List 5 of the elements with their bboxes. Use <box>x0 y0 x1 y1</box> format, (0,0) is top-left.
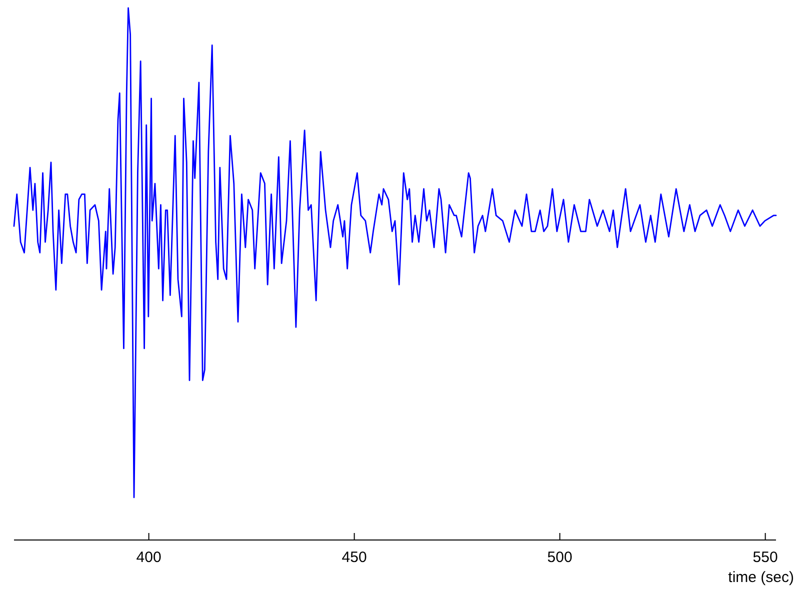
x-tick-label: 450 <box>342 549 367 566</box>
x-tick-label: 500 <box>547 549 572 566</box>
x-tick-label: 400 <box>136 549 162 566</box>
x-axis-title: time (sec) <box>728 569 794 586</box>
x-tick-label: 550 <box>752 549 778 566</box>
